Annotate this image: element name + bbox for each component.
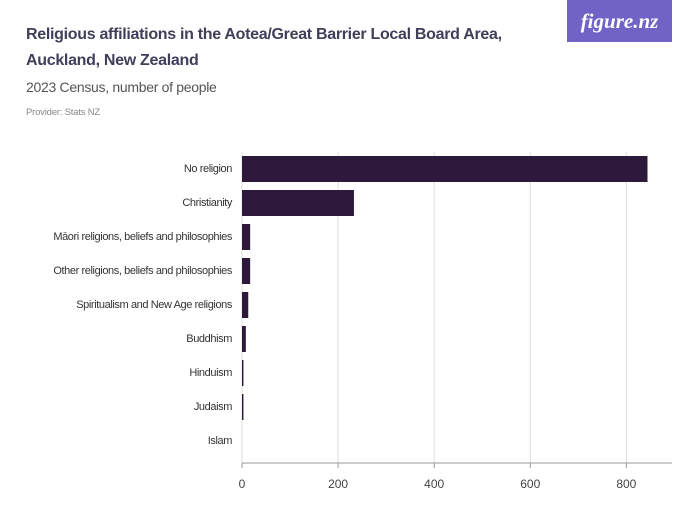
y-tick-label: Islam xyxy=(208,435,233,447)
bar xyxy=(242,190,354,216)
bar xyxy=(242,292,249,318)
y-tick-label: Māori religions, beliefs and philosophie… xyxy=(53,231,233,243)
logo[interactable]: figure.nz xyxy=(567,0,672,42)
chart-title: Religious affiliations in the Aotea/Grea… xyxy=(26,26,502,69)
y-tick-label: Judaism xyxy=(194,401,232,413)
provider: Provider: Stats NZ xyxy=(26,107,101,118)
bar xyxy=(242,394,244,420)
bar xyxy=(242,360,244,386)
y-tick-label: Hinduism xyxy=(189,367,232,379)
chart-subtitle: 2023 Census, number of people xyxy=(26,79,217,95)
y-tick-label: Christianity xyxy=(182,197,233,209)
x-tick-label: 0 xyxy=(239,477,246,491)
x-tick-label: 600 xyxy=(520,477,540,491)
bar xyxy=(242,258,251,284)
x-tick-label: 400 xyxy=(424,477,444,491)
x-tick-label: 200 xyxy=(328,477,348,491)
x-tick-label: 800 xyxy=(616,477,636,491)
bar xyxy=(242,326,246,352)
y-tick-label: No religion xyxy=(184,163,232,175)
bar xyxy=(242,156,648,182)
y-tick-label: Spiritualism and New Age religions xyxy=(76,299,233,311)
bar xyxy=(242,224,251,250)
y-tick-label: Buddhism xyxy=(186,333,232,345)
y-tick-label: Other religions, beliefs and philosophie… xyxy=(53,265,233,277)
